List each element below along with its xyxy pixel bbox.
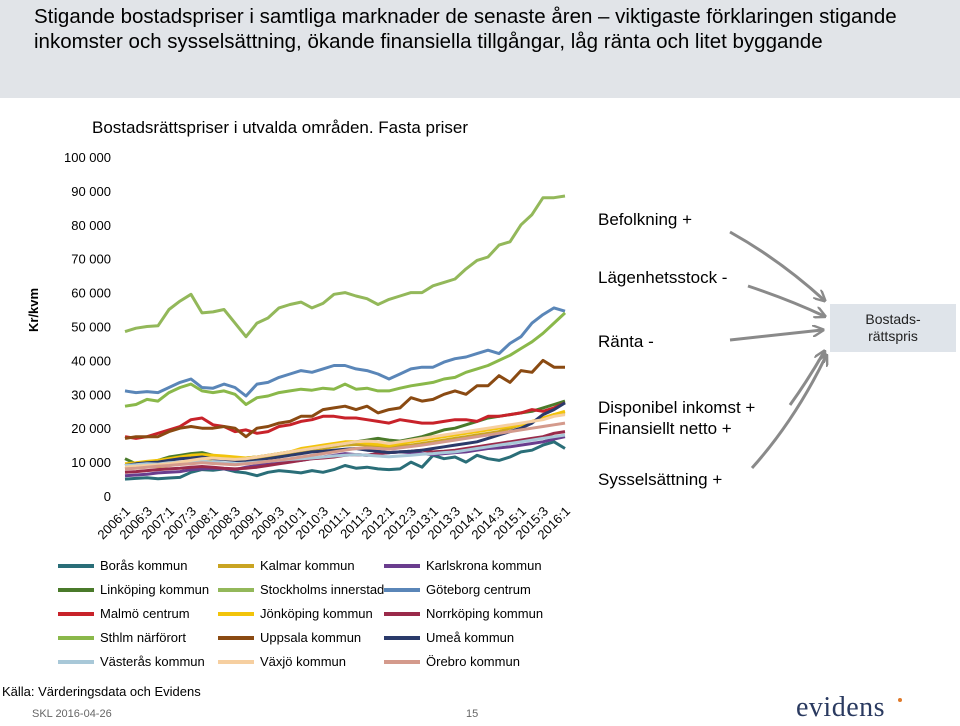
series-line [124,194,566,339]
legend-swatch [58,659,94,664]
legend-item: Västerås kommun [58,654,205,669]
legend-swatch [58,635,94,640]
legend-swatch [218,659,254,664]
legend-item: Uppsala kommun [218,630,361,645]
y-tick-label: 100 000 [64,150,111,165]
header-bar [0,0,960,98]
series-line [124,358,565,440]
factor-arrows [729,230,960,470]
legend-label: Umeå kommun [426,630,515,645]
y-tick-label: 20 000 [71,421,111,436]
arrow-ranta [729,330,822,342]
source-note: Källa: Värderingsdata och Evidens [2,684,201,699]
legend-label: Uppsala kommun [260,630,362,645]
factor-ranta: Ränta - [598,332,654,351]
legend-item: Borås kommun [58,558,187,573]
series-line [124,401,566,440]
legend-label: Örebro kommun [426,654,520,669]
y-axis-ticks: 0 10 000 20 000 30 000 40 000 50 000 60 000 70 … [64,150,111,504]
y-tick-label: 70 000 [71,252,111,267]
legend-label: Göteborg centrum [426,582,531,597]
legend-item: Sthlm närförort [58,630,186,645]
legend-label: Sthlm närförort [100,630,186,645]
page-number: 15 [466,708,479,720]
logo-accent-dot [898,698,902,702]
factor-disponibel-inkomst: Disponibel inkomst + [598,398,756,417]
y-tick-label: 10 000 [71,455,111,470]
legend-swatch [58,563,94,568]
y-tick-label: 80 000 [71,218,111,233]
legend-swatch [58,611,94,616]
legend-item: Malmö centrum [58,606,190,621]
arrow-inkomst [788,352,824,406]
legend-item: Norrköping kommun [384,606,543,621]
legend-swatch [384,635,420,640]
y-tick-label: 0 [104,489,111,504]
legend-label: Växjö kommun [260,654,346,669]
legend-item: Göteborg centrum [384,582,531,597]
legend-label: Borås kommun [100,558,188,573]
legend-label: Kalmar kommun [260,558,355,573]
arrow-syssels [750,356,826,470]
factor-finansiellt-netto: Finansiellt netto + [598,419,732,438]
series-line [124,413,566,469]
legend-swatch [218,635,254,640]
series-line [124,433,566,467]
factor-befolkning: Befolkning + [598,210,693,229]
legend-item: Växjö kommun [218,654,346,669]
legend-label: Västerås kommun [100,654,205,669]
legend-swatch [384,587,420,592]
legend-swatch [218,563,254,568]
y-tick-label: 90 000 [71,184,111,199]
arrow-lagenhetsstock [747,284,824,316]
y-tick-label: 60 000 [71,286,111,301]
result-line-2: rättspris [868,328,918,344]
chart-title: Bostadsrättspriser i utvalda områden. Fa… [92,118,469,137]
series-line [124,421,566,471]
result-line-1: Bostads- [865,311,921,327]
y-tick-label: 30 000 [71,387,111,402]
series-line [124,409,566,466]
legend-label: Jönköping kommun [260,606,373,621]
evidens-logo: evidens [796,692,886,723]
series-line [124,306,566,398]
legend-swatch [384,563,420,568]
legend-swatch [384,611,420,616]
y-tick-label: 50 000 [71,320,111,335]
legend-item: Umeå kommun [384,630,514,645]
factor-sysselsattning: Sysselsättning + [598,470,723,489]
legend-swatch [218,611,254,616]
legend-swatch [58,587,94,592]
legend-label: Norrköping kommun [426,606,544,621]
footer-date: SKL 2016-04-26 [32,708,112,720]
legend-label: Linköping kommun [100,582,210,597]
series-lines [124,194,567,481]
slide-heading: Stigande bostadspriser i samtliga markna… [34,5,897,53]
legend-item: Karlskrona kommun [384,558,542,573]
legend-label: Malmö centrum [100,606,190,621]
line-chart: 0 10 000 20 000 30 000 40 000 50 000 60 000 70 … [64,150,573,542]
legend-item: Stockholms innerstad [218,582,384,597]
series-line [124,311,567,408]
legend-item: Jönköping kommun [218,606,373,621]
legend-item: Örebro kommun [384,654,520,669]
series-line [124,435,566,478]
legend-swatch [218,587,254,592]
legend-item: Kalmar kommun [218,558,355,573]
factor-lagenhetsstock: Lägenhetsstock - [598,268,728,287]
arrow-befolkning [729,230,824,300]
result-box-bostadsrattspris: Bostads- rättspris [830,304,956,352]
legend-label: Karlskrona kommun [426,558,542,573]
legend-item: Linköping kommun [58,582,209,597]
legend-label: Stockholms innerstad [260,582,385,597]
legend-swatch [384,659,420,664]
y-tick-label: 40 000 [71,353,111,368]
